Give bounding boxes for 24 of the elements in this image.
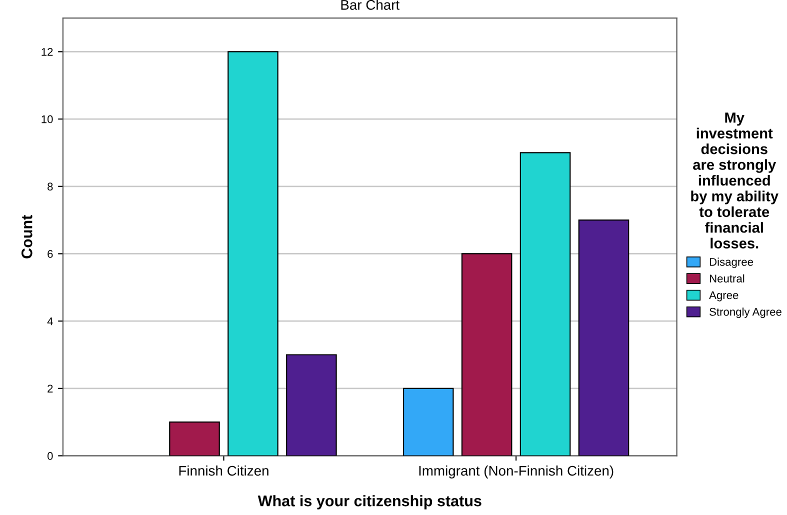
y-tick-label: 6 (48, 250, 53, 258)
bar (402, 388, 454, 456)
y-tick-label: 0 (47, 452, 53, 460)
bar (228, 51, 278, 456)
y-tick-label: 10 (42, 115, 53, 124)
x-axis-title: What is your citizenship status (258, 495, 482, 510)
bar (578, 220, 630, 456)
legend-label: Strongly Agree (710, 308, 782, 318)
y-tick-label: 8 (48, 182, 53, 191)
y-axis-title: Count (21, 215, 32, 258)
bar (169, 422, 220, 456)
legend-label: Neutral (710, 274, 744, 282)
x-tick-label: Immigrant (Non-Finnish Citizen) (419, 465, 614, 478)
y-tick-label: 2 (48, 384, 53, 392)
bar (286, 354, 337, 456)
bar (461, 253, 512, 456)
legend-label: Agree (709, 291, 738, 302)
x-tick-label: Finnish Citizen (179, 465, 268, 476)
y-tick-label: 4 (47, 317, 53, 326)
y-tick-label: 12 (42, 48, 53, 56)
bar (520, 152, 571, 456)
text: My investment decisions are strongly influenced by my ability to tolerate financial losses. (691, 112, 778, 249)
chart-title: Bar Chart (341, 0, 400, 10)
legend-label: Disagree (710, 258, 754, 268)
